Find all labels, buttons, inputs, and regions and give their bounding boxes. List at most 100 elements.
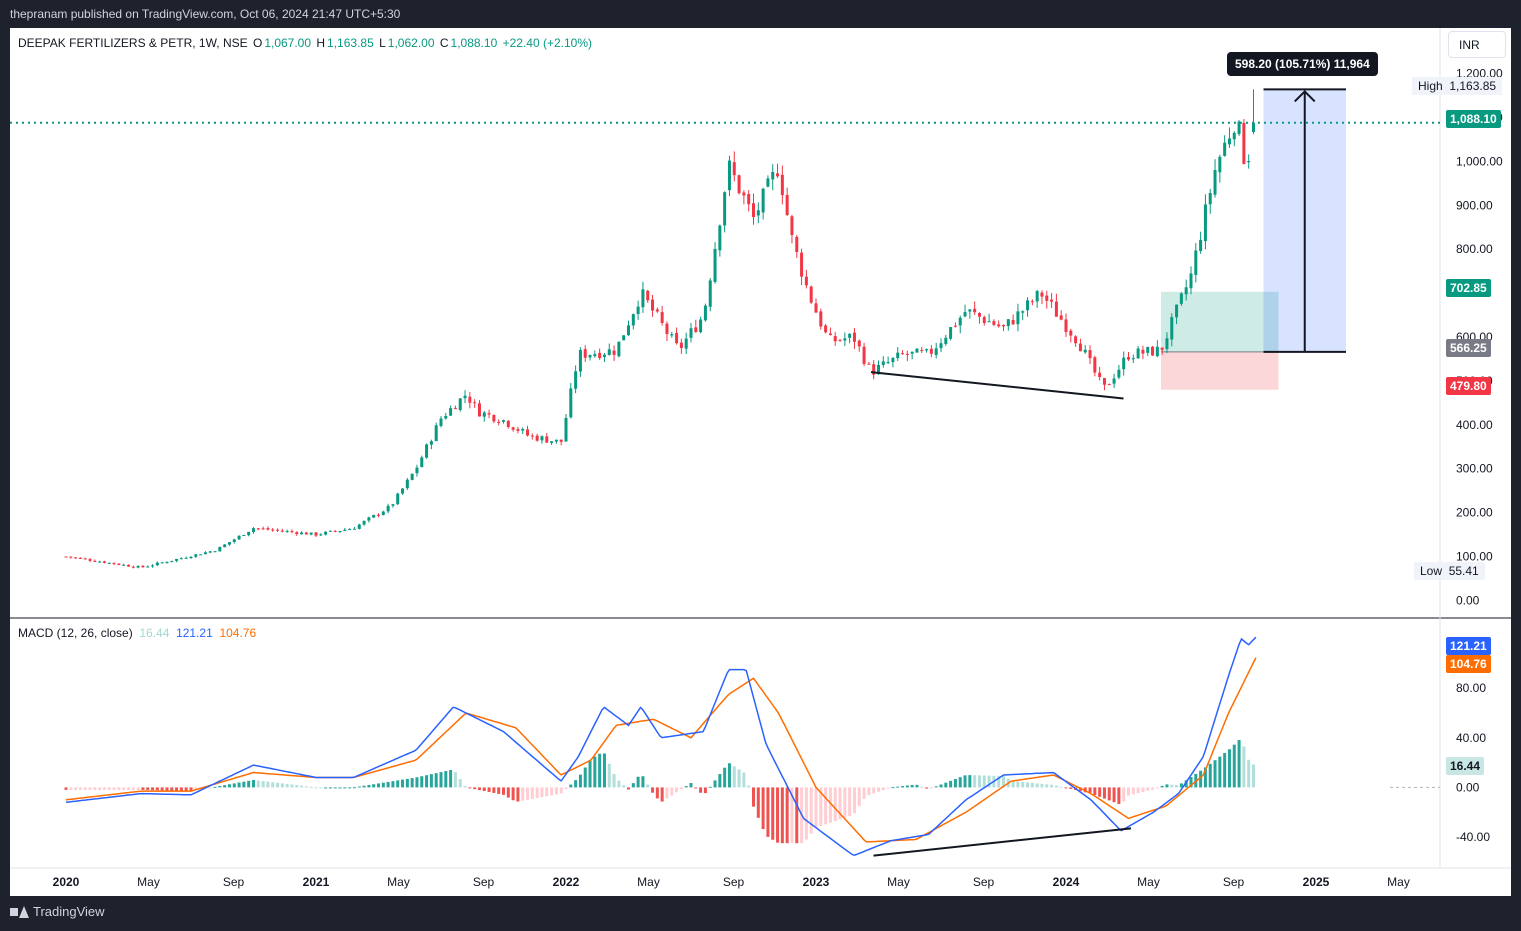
macd-histogram-bar — [944, 782, 948, 788]
macd-histogram-bar — [925, 787, 929, 789]
candle-body — [1232, 132, 1236, 140]
macd-histogram-bar — [1098, 787, 1102, 797]
macd-histogram-bar — [550, 787, 554, 796]
time-tick-label: May — [1137, 875, 1160, 889]
candle-body — [641, 289, 645, 308]
macd-histogram-bar — [1078, 787, 1082, 792]
footer-brand: TradingView — [10, 904, 105, 919]
candle-body — [1098, 372, 1102, 378]
macd-histogram-bar — [905, 785, 909, 788]
macd-histogram-group — [64, 740, 1255, 844]
macd-tag: 121.21 — [1446, 637, 1491, 655]
chart-area[interactable]: 1,200.001,100.001,000.00900.00800.00600.… — [10, 28, 1511, 896]
candle-body — [434, 425, 438, 442]
candle-body — [271, 529, 275, 531]
currency-button[interactable]: INR — [1448, 31, 1506, 58]
macd-histogram-bar — [175, 787, 179, 791]
macd-histogram-bar — [766, 787, 770, 837]
macd-histogram-bar — [958, 777, 962, 788]
macd-histogram-bar — [468, 787, 472, 789]
macd-histogram-bar — [131, 787, 135, 790]
candle-body — [256, 528, 260, 530]
macd-signal-line — [65, 657, 1257, 843]
macd-histogram-bar — [934, 786, 938, 788]
candle-body — [804, 276, 808, 286]
macd-histogram-bar — [901, 786, 905, 788]
macd-title[interactable]: MACD (12, 26, close) — [18, 626, 133, 640]
candle-body — [828, 333, 832, 336]
macd-histogram-bar — [1021, 781, 1025, 788]
candle-body — [934, 348, 938, 355]
macd-histogram-bar — [910, 784, 914, 788]
macd-histogram-bar — [1040, 783, 1044, 788]
candle-body — [977, 313, 981, 317]
candle-body — [261, 528, 265, 530]
candle-body — [612, 350, 616, 355]
candle-body — [1184, 287, 1188, 295]
candle-body — [617, 341, 621, 357]
macd-histogram-bar — [213, 786, 217, 788]
macd-histogram-bar — [319, 787, 323, 789]
candle-body — [968, 309, 972, 312]
macd-histogram-bar — [93, 787, 97, 790]
macd-histogram-bar — [814, 787, 818, 828]
candle-body — [1194, 250, 1198, 275]
macd-histogram-bar — [1146, 787, 1150, 791]
macd-histogram-bar — [1112, 787, 1116, 803]
candle-body — [189, 556, 193, 559]
macd-histogram-bar — [304, 786, 308, 788]
candle-body — [905, 353, 909, 355]
macd-histogram-bar — [1170, 784, 1174, 788]
macd-histogram-bar — [1165, 784, 1169, 788]
macd-histogram-bar — [362, 785, 366, 788]
macd-histogram-bar — [415, 777, 419, 788]
macd-histogram-bar — [915, 784, 919, 788]
candle-body — [1175, 304, 1179, 318]
candle-body — [304, 532, 308, 535]
price-chart-svg[interactable]: 1,200.001,100.001,000.00900.00800.00600.… — [10, 28, 1511, 896]
time-tick-label: May — [387, 875, 410, 889]
candle-body — [752, 203, 755, 218]
candle-body — [266, 528, 270, 530]
macd-histogram-bar — [881, 787, 885, 791]
candle-body — [1045, 295, 1049, 301]
price-tick-label: 800.00 — [1456, 242, 1493, 256]
candle-body — [732, 162, 736, 176]
low-label: L — [379, 36, 386, 50]
macd-histogram-bar — [122, 787, 126, 790]
time-tick-label: May — [1387, 875, 1410, 889]
macd-histogram-bar — [497, 787, 501, 794]
candle-body — [208, 551, 212, 553]
candle-body — [848, 333, 852, 338]
macd-histogram-bar — [69, 787, 73, 790]
candle-body — [122, 564, 126, 566]
macd-histogram-bar — [1203, 767, 1207, 788]
macd-histogram-bar — [862, 787, 866, 799]
candle-body — [218, 546, 222, 552]
candle-body — [795, 236, 799, 252]
macd-histogram-bar — [617, 780, 621, 788]
macd-histogram-bar — [578, 774, 582, 788]
candle-body — [944, 337, 948, 344]
time-tick-label: May — [637, 875, 660, 889]
macd-histogram-bar — [833, 787, 837, 822]
open-label: O — [252, 36, 263, 50]
macd-histogram-bar — [756, 787, 760, 818]
candle-body — [1088, 350, 1092, 359]
candle-body — [838, 340, 842, 342]
symbol-name[interactable]: DEEPAK FERTILIZERS & PETR, 1W, NSE — [18, 36, 248, 50]
candle-body — [314, 532, 318, 536]
candle-body — [679, 342, 683, 349]
candle-body — [881, 361, 885, 365]
macd-histogram-bar — [559, 787, 563, 794]
macd-histogram-bar — [487, 787, 491, 792]
macd-histogram-bar — [102, 787, 106, 790]
macd-histogram-bar — [266, 781, 270, 788]
macd-histogram-bar — [804, 787, 808, 840]
publisher-info: thepranam published on TradingView.com, … — [10, 7, 401, 21]
candle-body — [545, 436, 549, 443]
candle-body — [1021, 311, 1025, 313]
macd-histogram-bar — [516, 787, 520, 802]
candle-body — [386, 505, 390, 512]
macd-histogram-bar — [997, 775, 1001, 788]
